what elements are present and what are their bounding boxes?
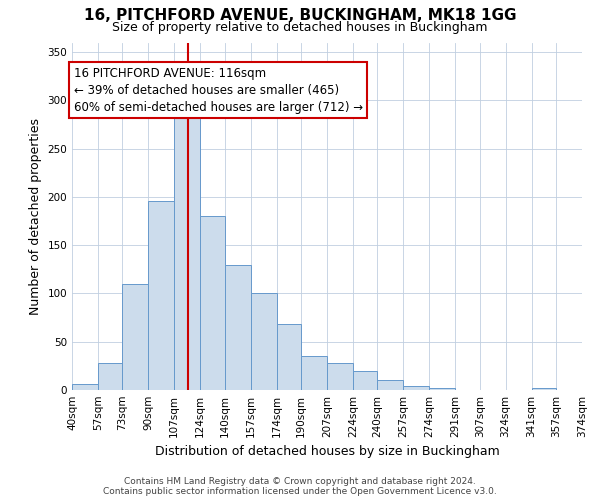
Bar <box>175 112 200 390</box>
Bar <box>122 284 148 390</box>
Bar <box>98 363 122 390</box>
Bar <box>327 363 353 390</box>
Bar <box>148 201 175 390</box>
Text: 16, PITCHFORD AVENUE, BUCKINGHAM, MK18 1GG: 16, PITCHFORD AVENUE, BUCKINGHAM, MK18 1… <box>84 8 516 22</box>
X-axis label: Distribution of detached houses by size in Buckingham: Distribution of detached houses by size … <box>155 446 499 458</box>
Bar <box>277 324 301 390</box>
Bar <box>200 216 224 390</box>
Text: Contains HM Land Registry data © Crown copyright and database right 2024.
Contai: Contains HM Land Registry data © Crown c… <box>103 476 497 496</box>
Bar <box>430 388 455 390</box>
Bar <box>72 384 98 390</box>
Bar <box>224 264 251 390</box>
Bar <box>377 380 403 390</box>
Bar <box>301 356 327 390</box>
Bar <box>353 370 377 390</box>
Text: Size of property relative to detached houses in Buckingham: Size of property relative to detached ho… <box>112 22 488 35</box>
Bar <box>251 294 277 390</box>
Bar <box>403 386 430 390</box>
Bar <box>532 388 556 390</box>
Text: 16 PITCHFORD AVENUE: 116sqm
← 39% of detached houses are smaller (465)
60% of se: 16 PITCHFORD AVENUE: 116sqm ← 39% of det… <box>74 66 362 114</box>
Y-axis label: Number of detached properties: Number of detached properties <box>29 118 42 315</box>
